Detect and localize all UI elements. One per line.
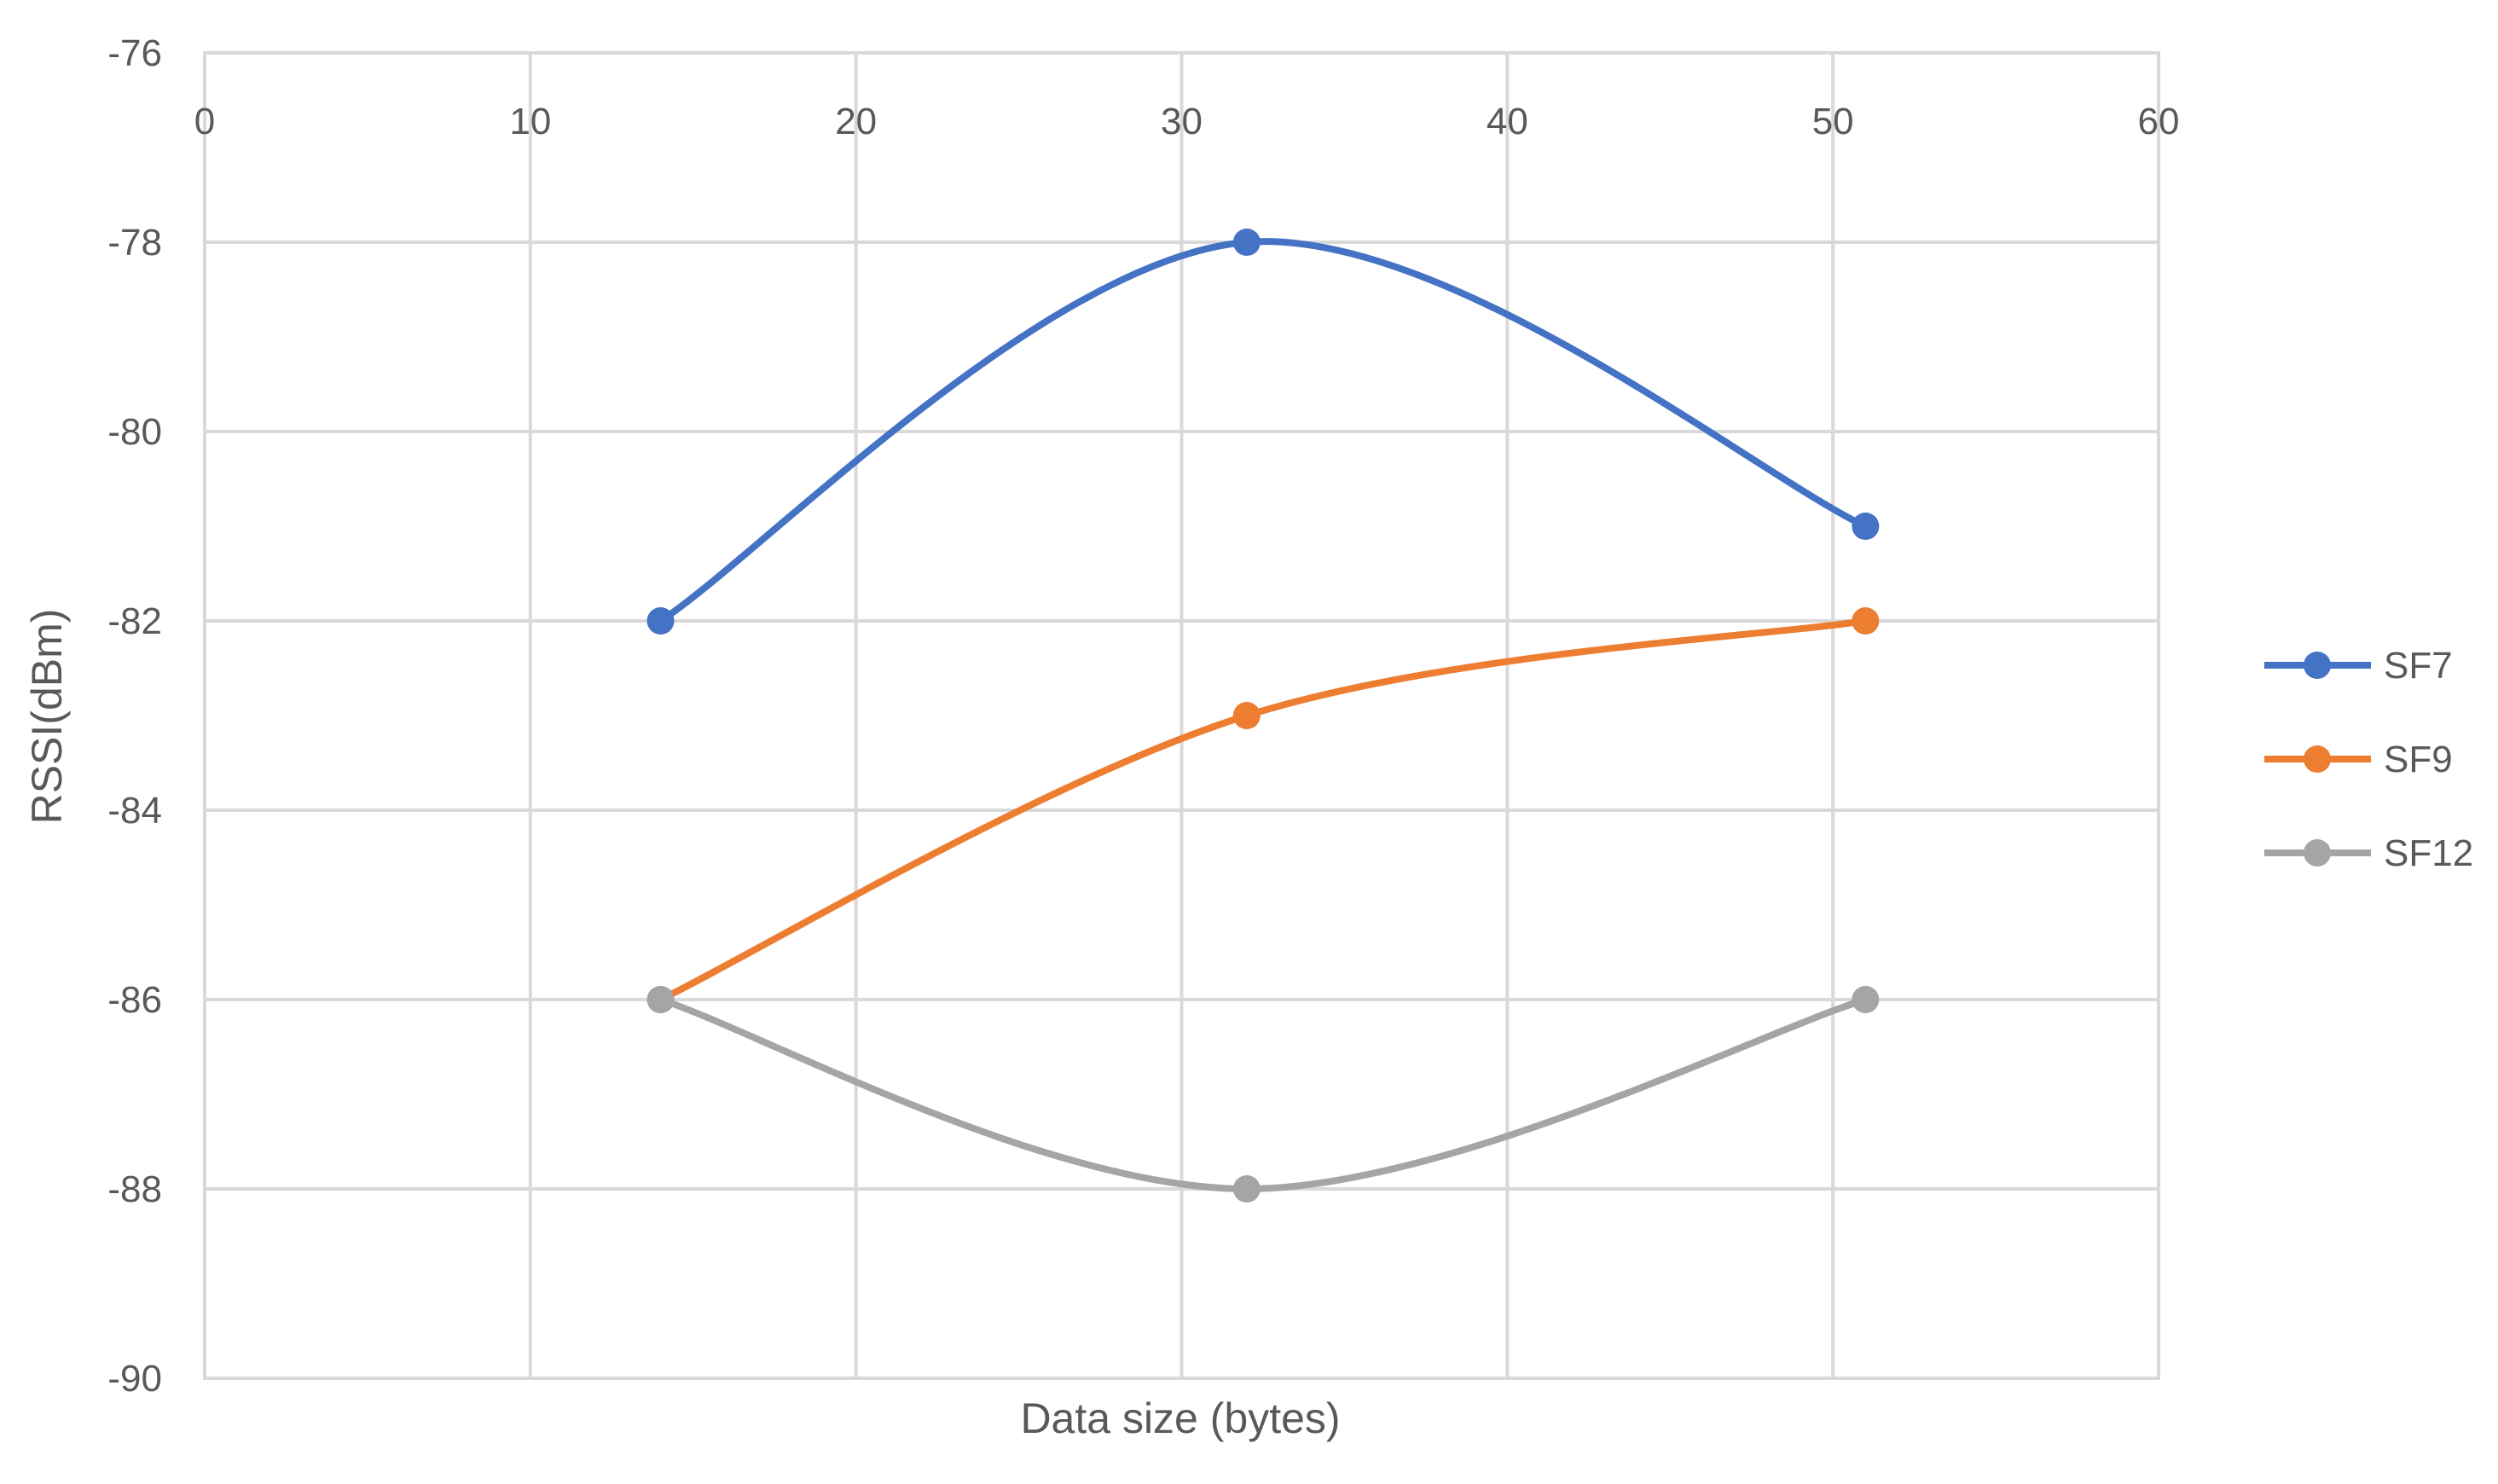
data-point [646, 986, 675, 1013]
legend-item-sf9: SF9 [2264, 739, 2453, 780]
y-tick-label: -82 [107, 600, 162, 642]
y-axis-ticks: -76 -78 -80 -82 -84 -86 -88 -90 [107, 32, 162, 1400]
x-axis-ticks: 0 10 20 30 40 50 60 [194, 101, 2180, 142]
data-point [1232, 229, 1261, 256]
series-sf12 [646, 986, 1880, 1203]
data-point [646, 607, 675, 635]
series-lines [646, 229, 1880, 1203]
legend-marker [2304, 839, 2331, 867]
y-tick-label: -88 [107, 1168, 162, 1210]
series-line [657, 996, 1869, 1193]
x-tick-label: 20 [835, 101, 877, 142]
y-tick-label: -86 [107, 979, 162, 1021]
data-point [1232, 1175, 1261, 1203]
legend: SF7 SF9 SF12 [2264, 645, 2473, 874]
legend-label: SF9 [2384, 739, 2453, 780]
y-tick-label: -76 [107, 32, 162, 74]
y-tick-label: -80 [107, 411, 162, 453]
y-tick-label: -78 [107, 222, 162, 264]
x-tick-label: 50 [1812, 101, 1854, 142]
y-tick-label: -84 [107, 790, 162, 832]
y-tick-label: -90 [107, 1358, 162, 1400]
x-tick-label: 60 [2138, 101, 2180, 142]
legend-item-sf7: SF7 [2264, 645, 2453, 687]
data-point [1852, 513, 1880, 540]
x-tick-label: 30 [1161, 101, 1203, 142]
y-axis-title: RSSI(dBm) [23, 609, 71, 825]
x-tick-label: 40 [1487, 101, 1528, 142]
series-sf7 [646, 229, 1880, 635]
data-point [1852, 607, 1880, 635]
legend-item-sf12: SF12 [2264, 832, 2473, 874]
legend-marker [2304, 652, 2331, 679]
legend-marker [2304, 745, 2331, 773]
x-tick-label: 10 [509, 101, 551, 142]
x-axis-title: Data size (bytes) [1020, 1394, 1340, 1442]
legend-label: SF12 [2384, 832, 2473, 874]
data-point [1232, 702, 1261, 729]
plot-area-border [203, 51, 2160, 1380]
data-point [1852, 986, 1880, 1013]
x-tick-label: 0 [194, 101, 215, 142]
legend-label: SF7 [2384, 645, 2453, 687]
grid [203, 51, 2160, 1380]
